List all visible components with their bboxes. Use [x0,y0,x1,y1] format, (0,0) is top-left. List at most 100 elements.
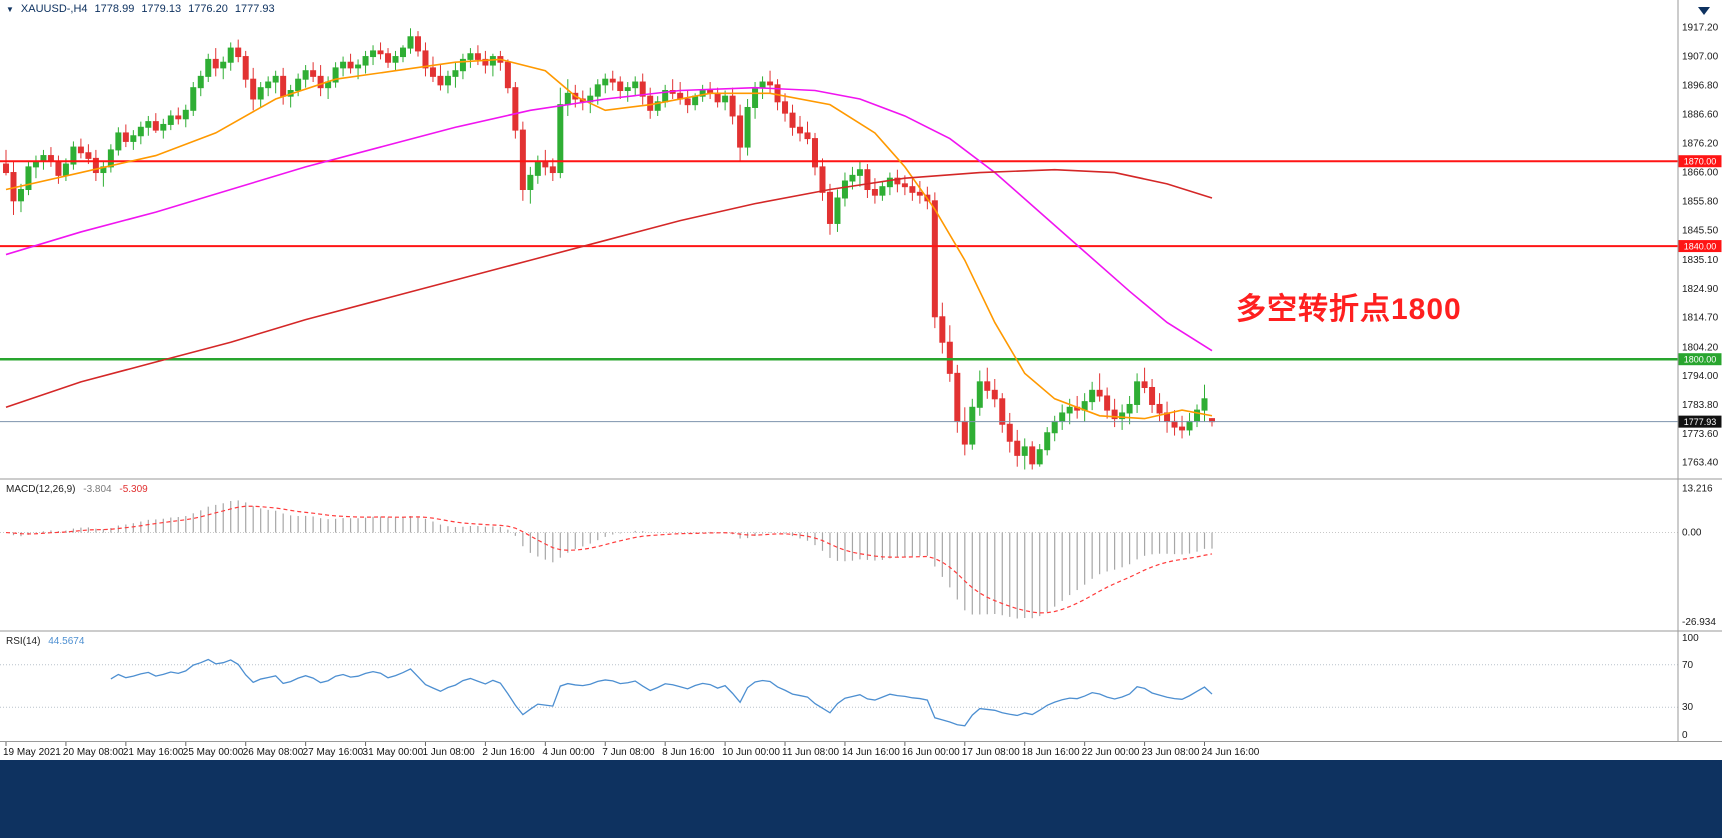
candle-body [17,189,24,202]
candle-body [797,126,804,134]
time-axis-label: 8 Jun 16:00 [662,747,715,758]
macd-indicator-label: MACD(12,26,9) -3.804 -5.309 [6,484,148,495]
candle-body [347,61,354,69]
candle-body [737,115,744,148]
candle-body [864,169,871,191]
price-axis-label: 1896.80 [1682,80,1719,91]
time-axis-label: 2 Jun 16:00 [482,747,535,758]
candle-body [130,135,137,142]
rsi-indicator-label: RSI(14) 44.5674 [6,636,84,647]
candle-body [137,126,144,137]
time-axis-label: 10 Jun 00:00 [722,747,780,758]
candle-body [564,92,571,106]
candle-body [392,56,399,63]
candle-body [609,78,616,83]
candle-body [160,123,167,131]
candle-body [1059,412,1066,422]
candle-body [70,146,77,165]
time-axis-label: 21 May 16:00 [123,747,184,758]
candle-body [939,316,946,343]
candle-body [789,112,796,128]
candle-body [654,101,661,111]
candle-body [1096,389,1103,397]
candle-body [849,174,856,182]
candle-body [767,81,774,86]
time-axis-label: 23 Jun 08:00 [1142,747,1200,758]
candle-body [1111,409,1118,420]
rsi-axis-label: 30 [1682,702,1694,713]
candle-body [459,58,466,72]
candle-body [1006,423,1013,442]
price-axis-label: 1907.00 [1682,52,1719,63]
candle-body [385,53,392,63]
candle-body [774,84,781,103]
candle-body [1021,446,1028,456]
time-axis-label: 18 Jun 16:00 [1022,747,1080,758]
candle-body [984,381,991,391]
macd-axis-label: -26.934 [1682,617,1716,628]
ohlc-high: 1779.13 [141,3,182,15]
collapse-icon[interactable]: ▼ [6,4,14,14]
annotation-text[interactable]: 多空转折点1800 [1236,293,1462,326]
price-axis-label: 1917.20 [1682,23,1719,34]
candle-body [1134,381,1141,405]
candle-body [452,70,459,77]
candle-body [272,75,279,83]
candle-body [976,381,983,408]
candle-body [954,372,961,422]
candle-body [879,186,886,196]
candle-body [1201,398,1208,411]
candle-body [489,56,496,66]
candle-body [227,47,234,63]
time-axis-label: 25 May 00:00 [183,747,244,758]
candle-body [1171,420,1178,428]
candle-body [886,177,893,188]
candle-body [617,81,624,92]
rsi-value: 44.5674 [48,636,85,647]
rsi-axis-label: 0 [1682,730,1688,741]
ma-fast-orange[interactable] [5,58,1213,420]
candle-body [167,115,174,125]
candle-body [1141,381,1148,388]
candle-body [504,61,511,89]
candle-body [444,75,451,86]
ma-slow-red[interactable] [5,168,1213,409]
candle-body [961,420,968,445]
candle-body [295,78,302,92]
candle-body [152,121,159,131]
candle-body [355,64,362,69]
candle-body [414,36,421,52]
candle-body [62,163,69,176]
candle-body [220,61,227,69]
scroll-indicator-icon[interactable] [1698,7,1710,15]
level-price-box [1678,240,1722,253]
candle-body [729,95,736,117]
candle-body [841,180,848,199]
candle-body [1044,432,1051,451]
candle-body [752,87,759,108]
candle-body [931,200,938,318]
candle-body [175,115,182,120]
candle-body [1149,386,1156,405]
candle-body [826,191,833,224]
ma-mid-magenta[interactable] [5,86,1213,352]
candle-body [370,50,377,58]
level-price-label: 1800.00 [1684,355,1717,365]
candle-body [242,56,249,80]
candle-body [340,61,347,69]
price-axis-label: 1814.70 [1682,313,1719,324]
candle-body [55,160,62,176]
rsi-name: RSI(14) [6,636,41,647]
time-axis-label: 17 Jun 08:00 [962,747,1020,758]
candle-body [85,152,92,159]
candle-body [692,95,699,106]
rsi-line [110,658,1213,727]
price-axis-label: 1876.20 [1682,139,1719,150]
candle-body [1126,403,1133,414]
candle-body [122,132,129,142]
candle-body [257,87,264,100]
rsi-axis-label: 70 [1682,660,1694,671]
candle-body [969,406,976,445]
candle-body [197,75,204,89]
